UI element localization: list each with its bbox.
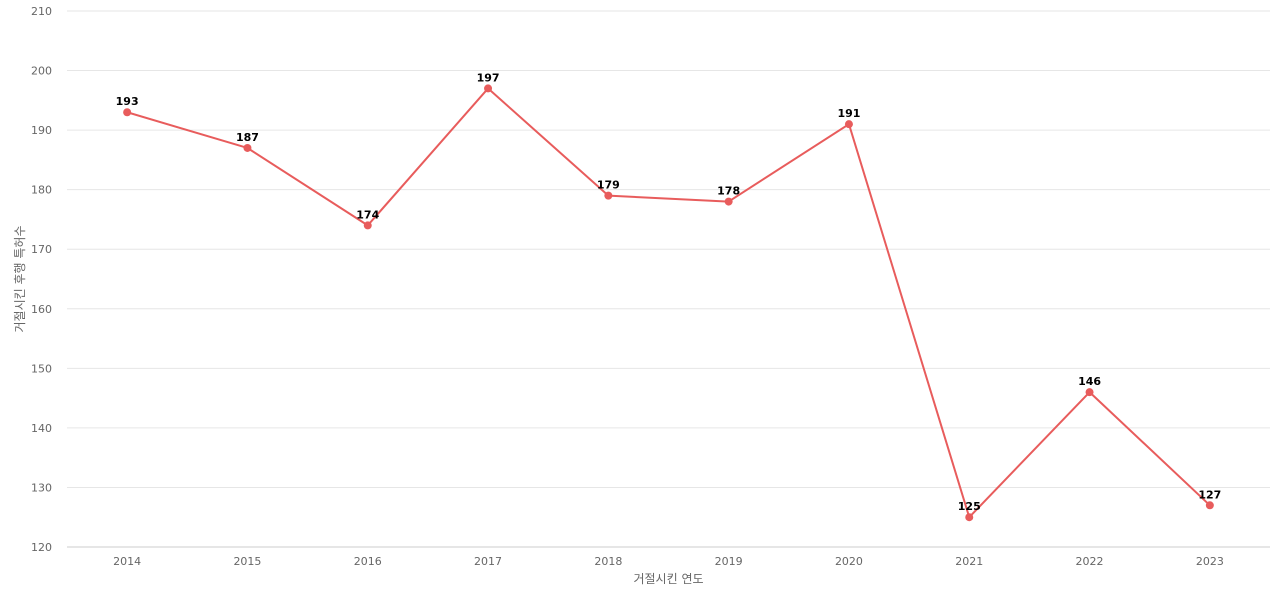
y-tick-label: 200 (31, 65, 52, 78)
y-tick-label: 210 (31, 5, 52, 18)
y-tick-label: 140 (31, 422, 52, 435)
data-label: 197 (477, 71, 500, 84)
x-tick-label: 2023 (1196, 555, 1224, 568)
x-tick-label: 2019 (715, 555, 743, 568)
data-labels: 193 187 174 197 179 178 191 125 146 127 (116, 71, 1222, 513)
y-tick-label: 190 (31, 124, 52, 137)
data-point (123, 108, 132, 117)
data-label: 191 (837, 107, 860, 120)
x-tick-label: 2018 (594, 555, 622, 568)
data-label: 193 (116, 95, 139, 108)
y-tick-label: 160 (31, 303, 52, 316)
data-point (724, 197, 733, 206)
data-label: 146 (1078, 375, 1101, 388)
data-label: 179 (597, 179, 620, 192)
series (123, 84, 1214, 522)
data-point (604, 191, 613, 200)
data-point (484, 84, 493, 93)
y-axis-ticks: 120 130 140 150 160 170 180 190 200 210 (31, 5, 52, 554)
x-tick-label: 2014 (113, 555, 141, 568)
y-tick-label: 120 (31, 541, 52, 554)
data-point (1205, 501, 1214, 510)
y-tick-label: 170 (31, 243, 52, 256)
data-point (844, 120, 853, 129)
x-tick-label: 2016 (354, 555, 382, 568)
y-tick-label: 130 (31, 481, 52, 494)
series-line (126, 87, 1211, 519)
x-axis-title: 거절시킨 연도 (633, 572, 703, 586)
x-tick-label: 2022 (1076, 555, 1104, 568)
x-tick-label: 2015 (233, 555, 261, 568)
data-label: 174 (356, 208, 379, 221)
x-tick-label: 2017 (474, 555, 502, 568)
data-label: 127 (1198, 488, 1221, 501)
data-point (243, 143, 252, 152)
data-label: 125 (958, 500, 981, 513)
x-tick-label: 2021 (955, 555, 983, 568)
y-tick-label: 180 (31, 184, 52, 197)
data-point (965, 513, 974, 522)
y-tick-label: 150 (31, 362, 52, 375)
x-axis-ticks: 2014 2015 2016 2017 2018 2019 2020 2021 2022 2023 (113, 555, 1224, 568)
y-axis-title: 거절시킨 후행 특허수 (12, 226, 27, 333)
x-tick-label: 2020 (835, 555, 863, 568)
data-point (363, 221, 372, 230)
gridlines (67, 10, 1270, 488)
data-label: 178 (717, 185, 740, 198)
data-point (1085, 388, 1094, 397)
data-label: 187 (236, 131, 259, 144)
